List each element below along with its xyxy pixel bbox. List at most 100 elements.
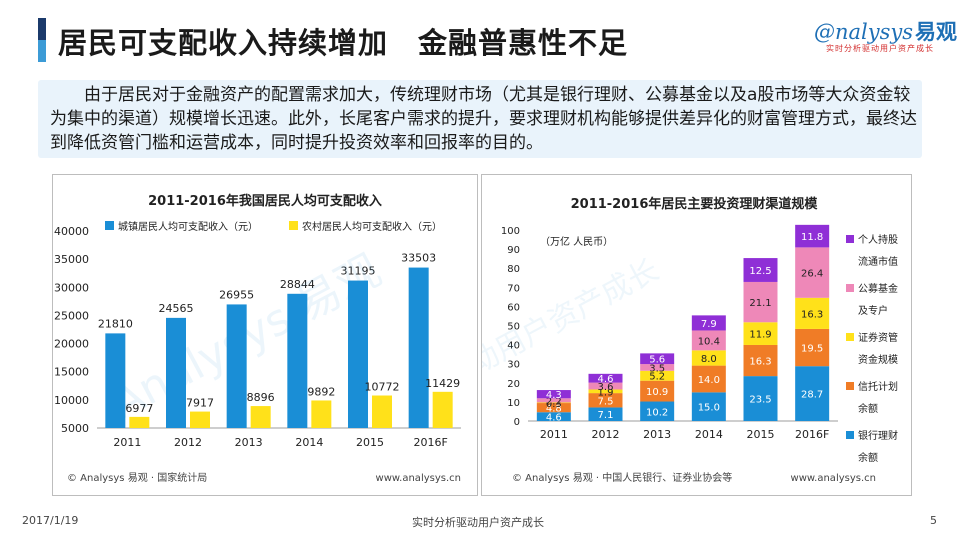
legend-swatch-fund [846,284,854,292]
data-label-stock-2014: 7.9 [701,319,717,330]
data-label-trust-2013: 10.9 [646,387,668,398]
data-label-trust-2015: 16.3 [749,357,771,368]
data-label-securities-2016F: 16.3 [801,309,823,320]
y-tick-label: 20000 [54,338,89,351]
x-tick-label-2011: 2011 [113,436,141,449]
bar-bank-2014 [691,392,726,421]
data-label-fund-2011: 2.2 [546,396,562,407]
bar-rural-2013 [250,406,271,428]
bar-trust-2015 [743,344,778,377]
x-tick-label-2011: 2011 [540,428,568,441]
bar-securities-2012 [588,389,623,394]
bar-stock-2011 [536,390,571,399]
data-label-fund-2012: 3.6 [598,382,614,393]
bar-securities-2015 [743,322,778,345]
bar-urban-2013 [226,304,247,428]
data-label-rural-2016F: 11429 [425,377,460,390]
y-tick-label: 50 [507,322,520,333]
bar-trust-2012 [588,393,623,408]
chart-title: 2011-2016年居民主要投资理财渠道规模 [571,196,819,212]
y-tick-label: 30 [507,360,520,371]
bar-trust-2016F [795,328,830,367]
investment-chart-panel: 2011-2016年居民主要投资理财渠道规模 （万亿 人民币） 0 10 20 30 40 5… [330,174,912,496]
bar-securities-2013 [640,370,675,381]
data-label-urban-2012: 24565 [159,302,194,315]
legend-label-trust-2: 余额 [858,402,878,415]
bar-bank-2012 [588,407,623,421]
footer-slogan: 实时分析驱动用户资产成长 [412,516,544,529]
data-label-stock-2011: 4.3 [546,390,562,401]
y-tick-label: 90 [507,245,520,256]
bar-securities-2016F [795,297,830,329]
data-label-stock-2012: 4.6 [598,374,614,385]
page-title: 居民可支配收入持续增加 金融普惠性不足 [58,26,629,60]
data-label-bank-2011: 4.6 [546,413,562,424]
data-label-securities-2013: 5.2 [649,372,665,383]
y-tick-label: 60 [507,302,520,313]
data-label-urban-2013: 26955 [219,288,254,301]
data-label-bank-2013: 10.2 [646,407,668,418]
legend-label-securities-2: 资金规模 [858,353,898,366]
data-label-bank-2016F: 28.7 [801,390,823,401]
y-tick-label: 25000 [54,309,89,322]
data-label-trust-2016F: 19.5 [801,344,823,355]
bar-fund-2013 [640,364,675,371]
bar-stock-2013 [640,353,675,365]
bar-stock-2014 [691,315,726,331]
legend-label-bank-1: 银行理财 [858,429,898,442]
legend-swatch-trust [846,382,854,390]
bar-urban-2011 [105,333,126,428]
unit-label: （万亿 人民币） [540,235,613,248]
x-tick-label-2013: 2013 [235,436,263,449]
bar-rural-2014 [311,400,332,428]
intro-text: 由于居民对于金融资产的配置需求加大，传统理财市场（尤其是银行理财、公募基金以及a… [50,85,917,153]
y-tick-label: 10 [507,398,520,409]
bar-urban-2016F [408,267,429,428]
bar-urban-2015 [348,280,368,428]
bar-urban-2012 [166,317,186,428]
bar-rural-2011 [129,416,150,428]
income-chart-panel: 2011-2016年我国居民人均可支配收入 城镇居民人均可支配收入（元） 农村居民人… [52,174,478,496]
legend-swatch-stock [846,235,854,243]
data-label-fund-2013: 3.5 [649,363,665,374]
data-label-bank-2015: 23.5 [749,395,771,406]
y-tick-label: 5000 [61,422,89,435]
legend-label-bank-2: 余额 [858,451,878,464]
y-tick-label: 100 [501,226,520,237]
legend-swatch-securities [846,333,854,341]
legend-label-urban: 城镇居民人均可支配收入（元） [118,220,258,233]
source-note: © Analysys 易观 · 国家统计局 [67,471,207,484]
chart-title: 2011-2016年我国居民人均可支配收入 [148,193,382,209]
data-label-fund-2015: 21.1 [749,298,771,309]
legend-swatch-bank [846,431,854,439]
legend-label-fund-1: 公募基金 [858,282,898,295]
y-tick-label: 0 [514,417,520,428]
y-tick-label: 40000 [54,225,89,238]
investment-chart: 2011-2016年居民主要投资理财渠道规模 （万亿 人民币） 0 10 20 30 40 5… [330,196,898,484]
bar-bank-2011 [536,412,571,421]
data-label-fund-2014: 10.4 [698,336,720,347]
y-tick-label: 20 [507,379,520,390]
data-label-bank-2012: 7.1 [598,410,614,421]
intro-box: 由于居民对于金融资产的配置需求加大，传统理财市场（尤其是银行理财、公募基金以及a… [38,80,922,158]
bar-trust-2013 [640,380,675,402]
bar-bank-2013 [640,401,675,421]
y-tick-label: 15000 [54,366,89,379]
page-number: 5 [930,514,937,527]
y-tick-label: 80 [507,264,520,275]
bar-bank-2016F [795,366,830,421]
bar-stock-2015 [743,258,778,282]
y-tick-label: 70 [507,283,520,294]
data-label-stock-2015: 12.5 [749,266,771,277]
title-accent-bar [38,18,46,62]
legend-swatch-rural [289,221,298,230]
x-tick-label-2015: 2015 [747,428,775,441]
bar-fund-2012 [588,382,623,390]
data-label-stock-2016F: 11.8 [801,232,823,243]
x-tick-label-2013: 2013 [643,428,671,441]
y-tick-label: 40 [507,341,520,352]
x-tick-label-2012: 2012 [174,436,202,449]
bar-stock-2012 [588,373,623,383]
x-tick-label-2015: 2015 [356,436,384,449]
